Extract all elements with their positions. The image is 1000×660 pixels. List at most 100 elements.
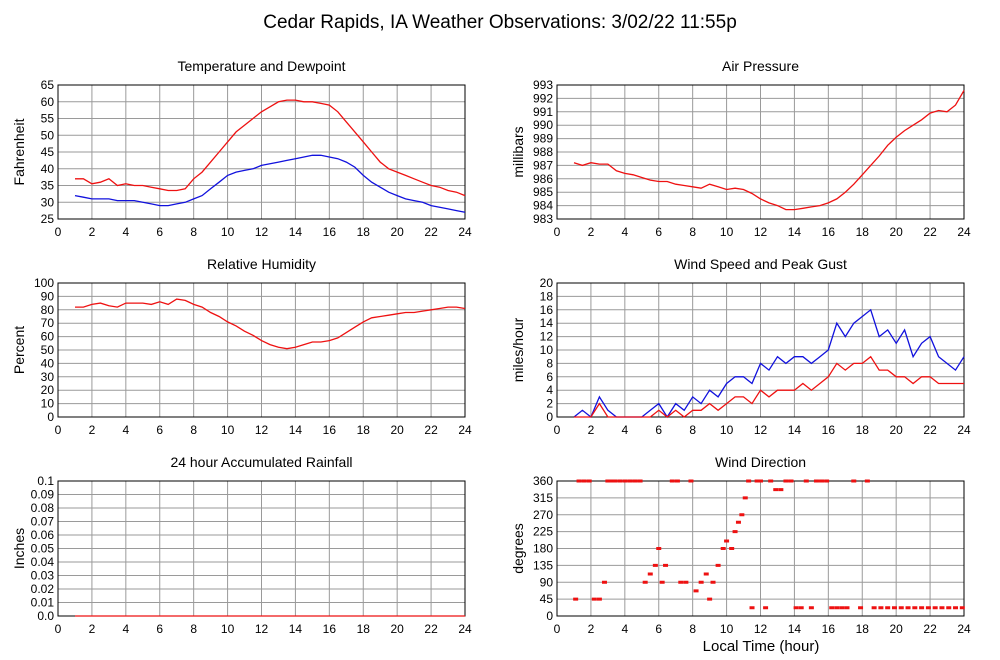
y-tick-label: 0.07 bbox=[31, 515, 55, 529]
x-tick-label: 24 bbox=[957, 423, 971, 437]
y-tick-label: 40 bbox=[41, 162, 55, 176]
data-point bbox=[612, 479, 618, 483]
y-tick-label: 50 bbox=[41, 128, 55, 142]
x-tick-label: 0 bbox=[55, 622, 62, 636]
data-point bbox=[617, 479, 623, 483]
x-tick-label: 4 bbox=[621, 423, 628, 437]
data-point bbox=[707, 597, 713, 601]
x-tick-label: 12 bbox=[255, 622, 269, 636]
data-point bbox=[576, 479, 582, 483]
x-tick-label: 12 bbox=[255, 423, 269, 437]
data-point bbox=[829, 606, 835, 610]
x-tick-label: 10 bbox=[720, 423, 734, 437]
data-point bbox=[659, 580, 665, 584]
x-tick-label: 6 bbox=[156, 622, 163, 636]
data-point bbox=[946, 606, 952, 610]
x-tick-label: 24 bbox=[957, 622, 971, 636]
x-tick-label: 14 bbox=[788, 423, 802, 437]
x-tick-label: 2 bbox=[588, 622, 595, 636]
data-point bbox=[591, 597, 597, 601]
x-tick-label: 24 bbox=[458, 225, 472, 239]
data-point bbox=[573, 597, 579, 601]
chart-title: Relative Humidity bbox=[207, 256, 316, 272]
x-tick-label: 2 bbox=[89, 225, 96, 239]
data-point bbox=[793, 606, 799, 610]
data-point bbox=[768, 479, 774, 483]
data-point bbox=[912, 606, 918, 610]
x-tick-label: 24 bbox=[458, 423, 472, 437]
data-point bbox=[754, 479, 760, 483]
x-tick-label: 0 bbox=[55, 423, 62, 437]
data-point bbox=[605, 479, 611, 483]
y-tick-label: 0.02 bbox=[31, 582, 55, 596]
x-tick-label: 0 bbox=[554, 622, 561, 636]
y-axis-label: Percent bbox=[11, 326, 27, 374]
x-tick-label: 16 bbox=[323, 225, 337, 239]
x-tick-label: 8 bbox=[689, 622, 696, 636]
y-tick-label: 30 bbox=[41, 195, 55, 209]
y-axis-label: degrees bbox=[510, 523, 526, 574]
y-tick-label: 65 bbox=[41, 78, 55, 92]
x-tick-label: 24 bbox=[957, 225, 971, 239]
y-tick-label: 983 bbox=[533, 212, 553, 226]
x-tick-label: 16 bbox=[323, 622, 337, 636]
x-tick-label: 6 bbox=[156, 225, 163, 239]
x-tick-label: 0 bbox=[55, 225, 62, 239]
y-tick-label: 989 bbox=[533, 132, 553, 146]
data-point bbox=[715, 563, 721, 567]
data-point bbox=[596, 597, 602, 601]
x-tick-label: 12 bbox=[255, 225, 269, 239]
data-point bbox=[858, 606, 864, 610]
y-tick-label: 315 bbox=[533, 491, 553, 505]
y-tick-label: 80 bbox=[41, 303, 55, 317]
y-tick-label: 0.06 bbox=[31, 528, 55, 542]
data-point bbox=[656, 547, 662, 550]
data-point bbox=[669, 479, 675, 483]
data-point bbox=[773, 488, 779, 492]
y-tick-label: 12 bbox=[540, 330, 554, 344]
y-tick-label: 70 bbox=[41, 316, 55, 330]
x-tick-label: 8 bbox=[190, 622, 197, 636]
data-point bbox=[693, 589, 699, 593]
data-point bbox=[959, 606, 965, 610]
y-tick-label: 993 bbox=[533, 78, 553, 92]
data-point bbox=[763, 606, 769, 610]
x-tick-label: 16 bbox=[822, 622, 836, 636]
y-tick-label: 0.08 bbox=[31, 501, 55, 515]
y-tick-label: 0.03 bbox=[31, 569, 55, 583]
x-tick-label: 4 bbox=[621, 225, 628, 239]
data-point bbox=[749, 606, 755, 610]
y-tick-label: 55 bbox=[41, 112, 55, 126]
data-point bbox=[905, 606, 911, 610]
y-axis-label: Fahrenheit bbox=[11, 118, 27, 185]
data-point bbox=[724, 539, 730, 543]
data-point bbox=[647, 572, 653, 576]
x-tick-label: 8 bbox=[190, 423, 197, 437]
data-point bbox=[891, 606, 897, 610]
x-tick-label: 14 bbox=[788, 225, 802, 239]
x-tick-label: 22 bbox=[923, 622, 937, 636]
y-axis-label: miles/hour bbox=[510, 317, 526, 382]
y-tick-label: 984 bbox=[533, 199, 553, 213]
chart-title: Wind Speed and Peak Gust bbox=[674, 256, 847, 272]
data-point bbox=[953, 606, 959, 610]
y-tick-label: 14 bbox=[540, 316, 554, 330]
series-line bbox=[74, 154, 466, 213]
y-axis-label: millibars bbox=[510, 126, 526, 177]
y-tick-label: 985 bbox=[533, 185, 553, 199]
data-point bbox=[586, 479, 592, 483]
y-tick-label: 135 bbox=[533, 558, 553, 572]
x-tick-label: 4 bbox=[621, 622, 628, 636]
series-line bbox=[75, 99, 466, 197]
y-tick-label: 2 bbox=[546, 397, 553, 411]
series-line bbox=[574, 355, 964, 418]
y-tick-label: 40 bbox=[41, 356, 55, 370]
x-tick-label: 14 bbox=[289, 622, 303, 636]
data-point bbox=[871, 606, 877, 610]
chart-title: Wind Direction bbox=[715, 454, 806, 470]
y-tick-label: 25 bbox=[41, 212, 55, 226]
x-tick-label: 16 bbox=[822, 423, 836, 437]
chart-title: Air Pressure bbox=[722, 58, 799, 74]
